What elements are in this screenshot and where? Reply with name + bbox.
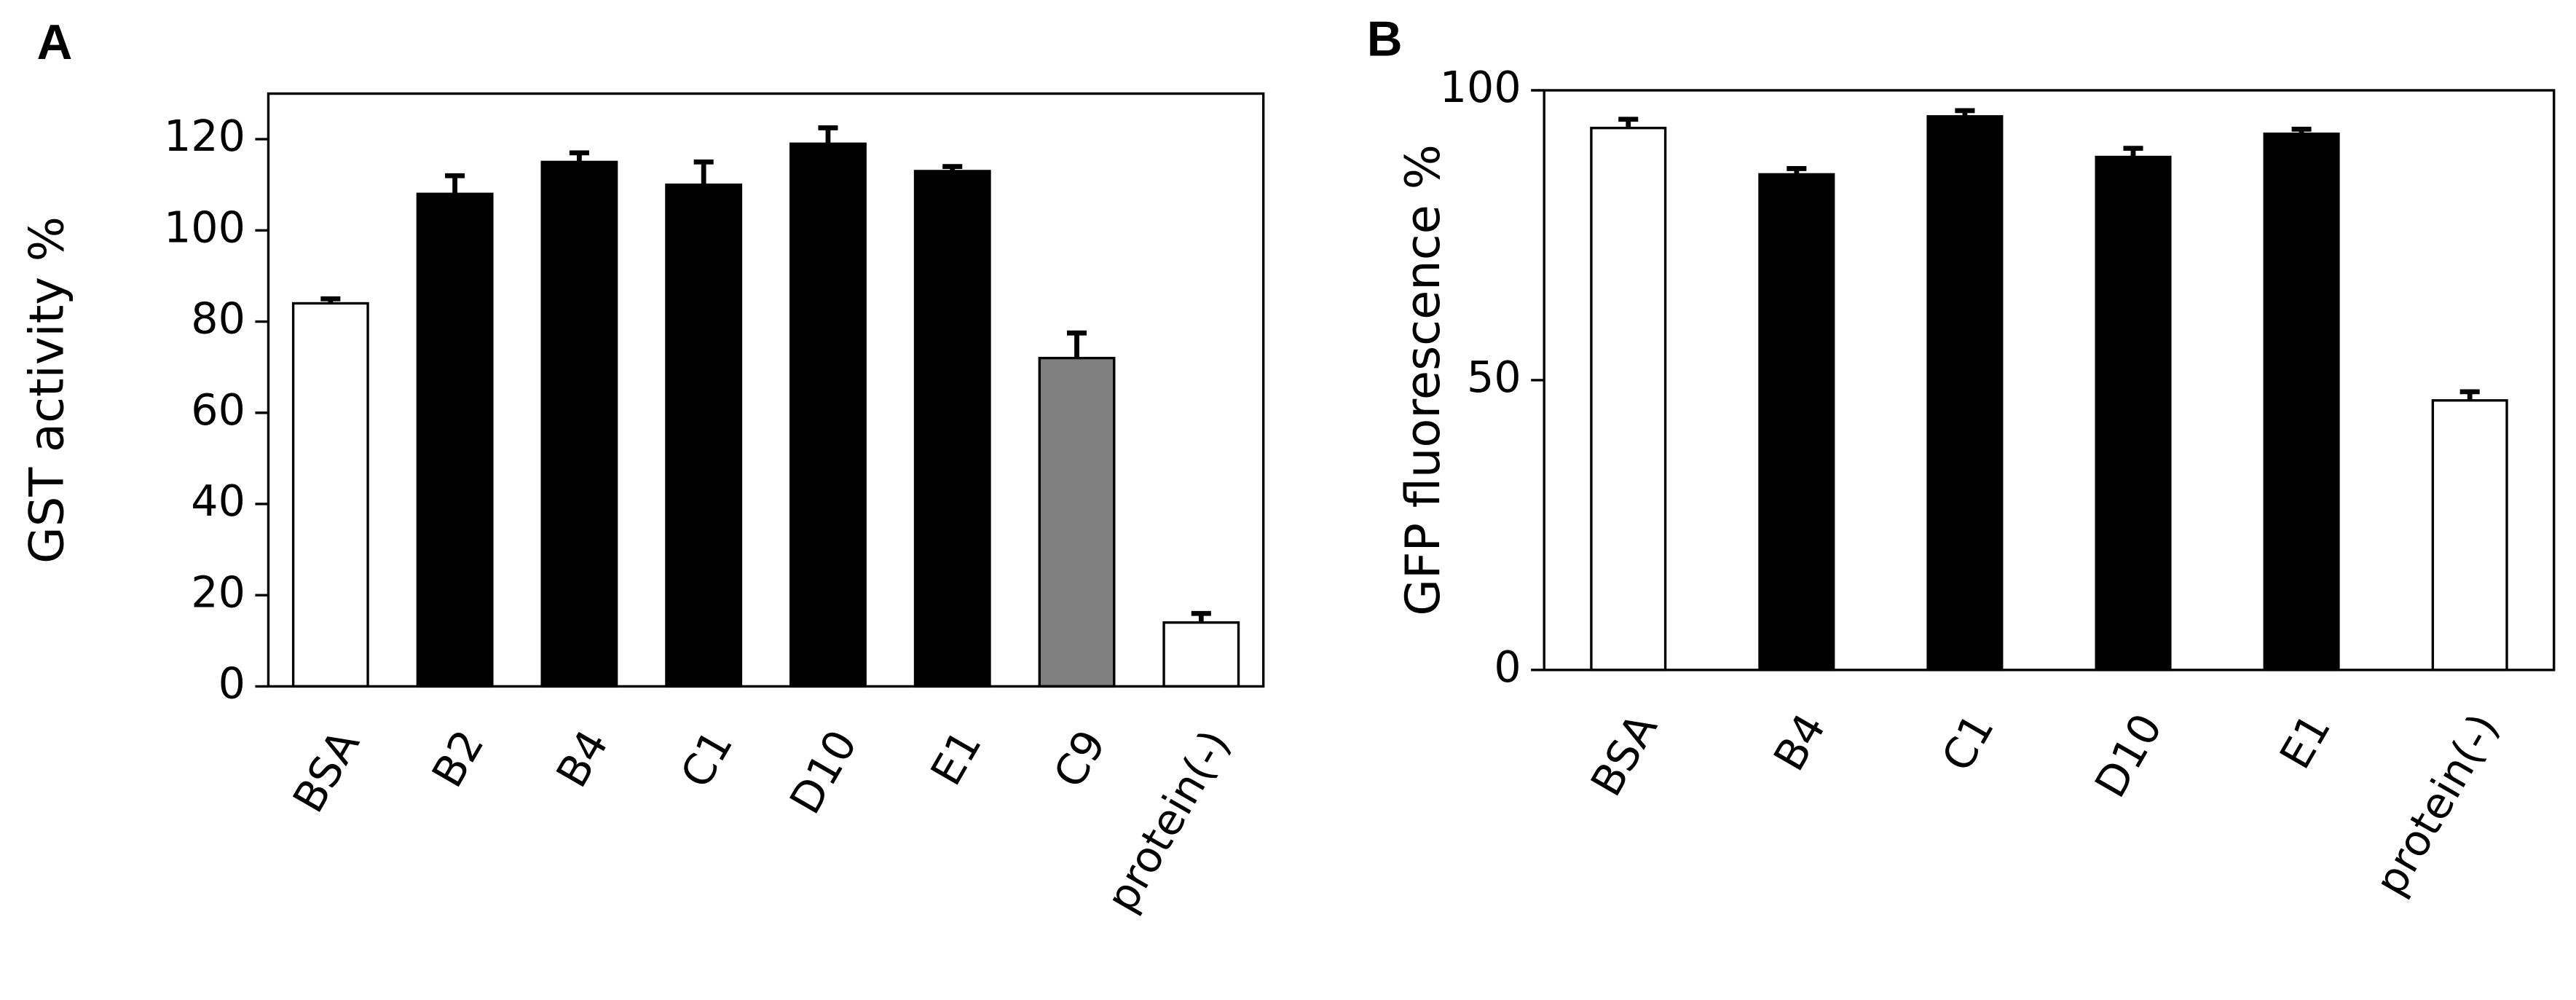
error-bar	[445, 173, 465, 194]
y-axis-title: GFP fluorescence %	[1395, 144, 1451, 615]
bar	[789, 142, 867, 688]
x-tick-label: C1	[1932, 706, 2004, 780]
error-bar	[1191, 610, 1211, 623]
plot-frame	[267, 92, 1265, 688]
x-tick-label: protein(-)	[1097, 722, 1240, 920]
bar	[416, 192, 494, 688]
y-tick-label: 50	[1467, 353, 1521, 402]
error-bar	[1955, 108, 1975, 117]
panel-label: B	[1367, 12, 1403, 66]
panel-label: A	[37, 15, 73, 70]
y-tick-label: 0	[1494, 642, 1521, 692]
bar	[1926, 115, 2004, 672]
bar	[291, 302, 369, 688]
bar	[2095, 155, 2172, 672]
x-tick-label: B4	[1764, 706, 1835, 779]
bar	[913, 170, 991, 688]
error-bar	[569, 150, 589, 162]
error-bar	[693, 160, 714, 185]
y-tick-label: 40	[191, 476, 245, 526]
bar	[1038, 356, 1116, 688]
bar	[2263, 132, 2340, 672]
bar	[2431, 399, 2508, 672]
error-bar	[942, 164, 963, 171]
error-bar	[2123, 146, 2143, 157]
x-tick-label: D10	[780, 722, 867, 822]
error-bar	[1066, 330, 1087, 358]
bar	[1590, 127, 1667, 672]
x-tick-label: B2	[422, 722, 494, 795]
error-bar	[1618, 117, 1639, 128]
y-tick-label: 20	[191, 567, 245, 617]
y-tick-label: 80	[191, 294, 245, 344]
x-tick-label: C1	[671, 722, 742, 796]
x-tick-label: D10	[2085, 706, 2172, 806]
y-tick-label: 100	[1440, 63, 1521, 112]
bar	[1162, 621, 1240, 688]
error-bar	[818, 125, 838, 144]
error-bar	[2291, 126, 2312, 134]
error-bar	[1787, 166, 1807, 175]
bar	[1758, 173, 1835, 672]
y-tick-label: 120	[164, 111, 245, 161]
x-tick-label: C9	[1044, 722, 1116, 796]
bar	[540, 160, 618, 688]
error-bar	[320, 296, 341, 304]
plot-frame	[1543, 89, 2556, 672]
y-tick-label: 60	[191, 385, 245, 435]
y-axis-title: GST activity %	[20, 216, 75, 564]
x-tick-label: protein(-)	[2366, 706, 2508, 904]
bar	[665, 184, 743, 688]
x-tick-label: E1	[2270, 706, 2340, 777]
x-tick-label: BSA	[1581, 706, 1667, 805]
x-tick-label: B4	[547, 722, 618, 795]
x-tick-label: E1	[921, 722, 991, 793]
y-tick-label: 0	[218, 658, 245, 708]
error-bar	[2459, 389, 2480, 401]
y-tick-label: 100	[164, 202, 245, 252]
x-tick-label: BSA	[283, 722, 369, 821]
